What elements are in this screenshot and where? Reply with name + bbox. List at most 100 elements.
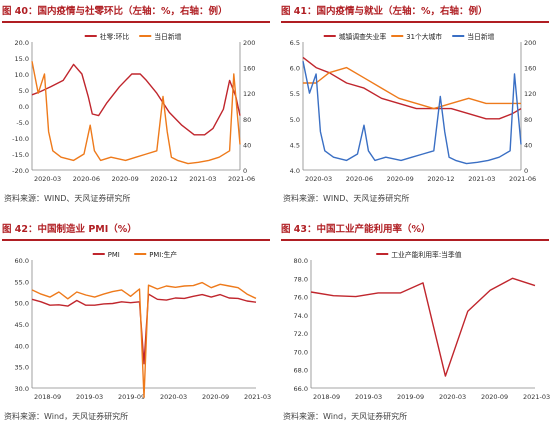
y2-tick-label: 40: [243, 141, 251, 149]
x-tick-label: 2020-06: [73, 175, 100, 183]
panel-title: 图 40：国内疫情与社零环比（左轴：%，右轴：例）: [2, 6, 228, 17]
y-tick-label: -20.0: [12, 167, 29, 175]
y-tick-label: 40.0: [15, 342, 29, 350]
chart-43: 80.0 78.0 76.0 74.0 72.0 70.0 68.0 66.0 2018-09 2…: [294, 250, 550, 401]
x-tick-label: 2020-03: [305, 175, 332, 183]
legend-label: 社零:环比: [100, 32, 130, 41]
legend-label: 工业产能利用率:当季值: [391, 250, 461, 259]
y2-tick-label: 0: [243, 167, 247, 175]
chart-panel-42: 图 42：中国制造业 PMI（%） 60.0 55.0 50.0 45.0 40.0 35…: [2, 220, 272, 424]
x-tick-label: 2019-09: [397, 393, 424, 401]
title-rule: [2, 21, 270, 23]
y2-tick-label: 200: [524, 39, 536, 47]
y-tick-label: 6.5: [290, 39, 300, 47]
y-tick-label: 76.0: [294, 294, 308, 302]
y-tick-label: 0.0: [19, 103, 29, 111]
chart-panel-43: 图 43：中国工业产能利用率（%） 80.0 78.0 76.0 74.0 72.0 70…: [281, 220, 550, 424]
series-line: [31, 63, 241, 136]
y-tick-label: 4.0: [290, 167, 300, 175]
x-tick-label: 2020-09: [387, 175, 414, 183]
y-tick-label: 78.0: [294, 275, 308, 283]
y-tick-label: -5.0: [16, 119, 29, 127]
x-tick-label: 2021-03: [244, 393, 271, 401]
legend-label: PMI: [108, 251, 120, 259]
y-tick-label: 20.0: [15, 39, 29, 47]
x-tick-label: 2021-06: [509, 175, 536, 183]
y-tick-label: 5.0: [290, 116, 300, 124]
x-tick-label: 2018-09: [34, 393, 61, 401]
x-tick-label: 2021-03: [523, 393, 550, 401]
x-tick-label: 2021-06: [228, 175, 255, 183]
x-tick-label: 2019-03: [355, 393, 382, 401]
chart-42: 60.0 55.0 50.0 45.0 40.0 35.0 30.0 2018-09 2019-…: [15, 250, 272, 401]
x-tick-label: 2018-09: [313, 393, 340, 401]
y-tick-label: 15.0: [15, 55, 29, 63]
y-tick-label: 45.0: [15, 321, 29, 329]
x-tick-label: 2021-03: [189, 175, 216, 183]
x-tick-label: 2020-03: [439, 393, 466, 401]
legend-label: 当日新增: [154, 32, 181, 41]
y-tick-label: -10.0: [12, 135, 29, 143]
y2-tick-label: 160: [524, 65, 536, 73]
y-tick-label: 10.0: [15, 71, 29, 79]
series-line: [31, 61, 241, 165]
legend-label: 31个大城市: [406, 32, 442, 41]
y-tick-label: 6.0: [290, 65, 300, 73]
series-line: [31, 293, 257, 365]
source-note: 资料来源：WIND、天风证券研究所: [4, 194, 131, 203]
chart-41: 6.5 6.0 5.5 5.0 4.5 4.0 200 160 120 80 40 0 2020-03 2…: [290, 32, 537, 183]
series-line: [302, 61, 522, 165]
x-tick-label: 2020-03: [34, 175, 61, 183]
source-note: 资料来源：WIND、天风证券研究所: [283, 194, 410, 203]
y-tick-label: 74.0: [294, 312, 308, 320]
y2-tick-label: 80: [243, 116, 251, 124]
y2-tick-label: 120: [524, 90, 536, 98]
x-tick-label: 2020-03: [160, 393, 187, 401]
legend-label: 当日新增: [467, 32, 494, 41]
y2-tick-label: 40: [524, 141, 532, 149]
series-line: [302, 56, 522, 120]
source-note: 资料来源：Wind，天风证券研究所: [283, 412, 408, 421]
y2-tick-label: 120: [243, 90, 255, 98]
x-tick-label: 2020-09: [481, 393, 508, 401]
y-tick-label: 80.0: [294, 257, 308, 265]
series-line: [303, 66, 521, 110]
y-tick-label: 68.0: [294, 367, 308, 375]
source-note: 资料来源：Wind，天风证券研究所: [4, 412, 129, 421]
x-tick-label: 2020-09: [112, 175, 139, 183]
y-tick-label: 55.0: [15, 278, 29, 286]
y-tick-label: 66.0: [294, 385, 308, 393]
y-tick-label: 35.0: [15, 364, 29, 372]
x-tick-label: 2019-09: [118, 393, 145, 401]
y-tick-label: 60.0: [15, 257, 29, 265]
y2-tick-label: 200: [243, 39, 255, 47]
title-rule: [2, 239, 270, 241]
legend-label: PMI:生产: [149, 250, 177, 259]
chart-40: 20.0 15.0 10.0 5.0 0.0 -5.0 -10.0 -15.0 -20.0 200…: [12, 32, 255, 183]
y-tick-label: 30.0: [15, 385, 29, 393]
y-tick-label: 4.5: [290, 141, 300, 149]
chart-panel-40: 图 40：国内疫情与社零环比（左轴：%，右轴：例） 20.0 15.0 10.0 5.…: [2, 2, 270, 206]
x-tick-label: 2020-12: [427, 175, 454, 183]
y-tick-label: 5.0: [19, 87, 29, 95]
title-rule: [281, 239, 549, 241]
y-tick-label: 5.5: [290, 90, 300, 98]
y-tick-label: 50.0: [15, 300, 29, 308]
y-tick-label: 70.0: [294, 348, 308, 356]
y-tick-label: -15.0: [12, 151, 29, 159]
x-tick-label: 2020-06: [346, 175, 373, 183]
legend-label: 城镇调查失业率: [339, 32, 387, 41]
y2-tick-label: 160: [243, 65, 255, 73]
x-tick-label: 2020-12: [150, 175, 177, 183]
y-tick-label: 72.0: [294, 330, 308, 338]
title-rule: [281, 21, 549, 23]
chart-panel-41: 图 41：国内疫情与就业（左轴：%，右轴：例） 6.5 6.0 5.5 5.0 4.5 4…: [281, 2, 549, 206]
panel-title: 图 43：中国工业产能利用率（%）: [281, 224, 431, 235]
x-tick-label: 2019-03: [76, 393, 103, 401]
series-line: [31, 281, 257, 399]
panel-title: 图 42：中国制造业 PMI（%）: [2, 224, 137, 235]
x-tick-label: 2021-03: [468, 175, 495, 183]
y2-tick-label: 80: [524, 116, 532, 124]
series-line: [310, 277, 536, 377]
y2-tick-label: 0: [524, 167, 528, 175]
